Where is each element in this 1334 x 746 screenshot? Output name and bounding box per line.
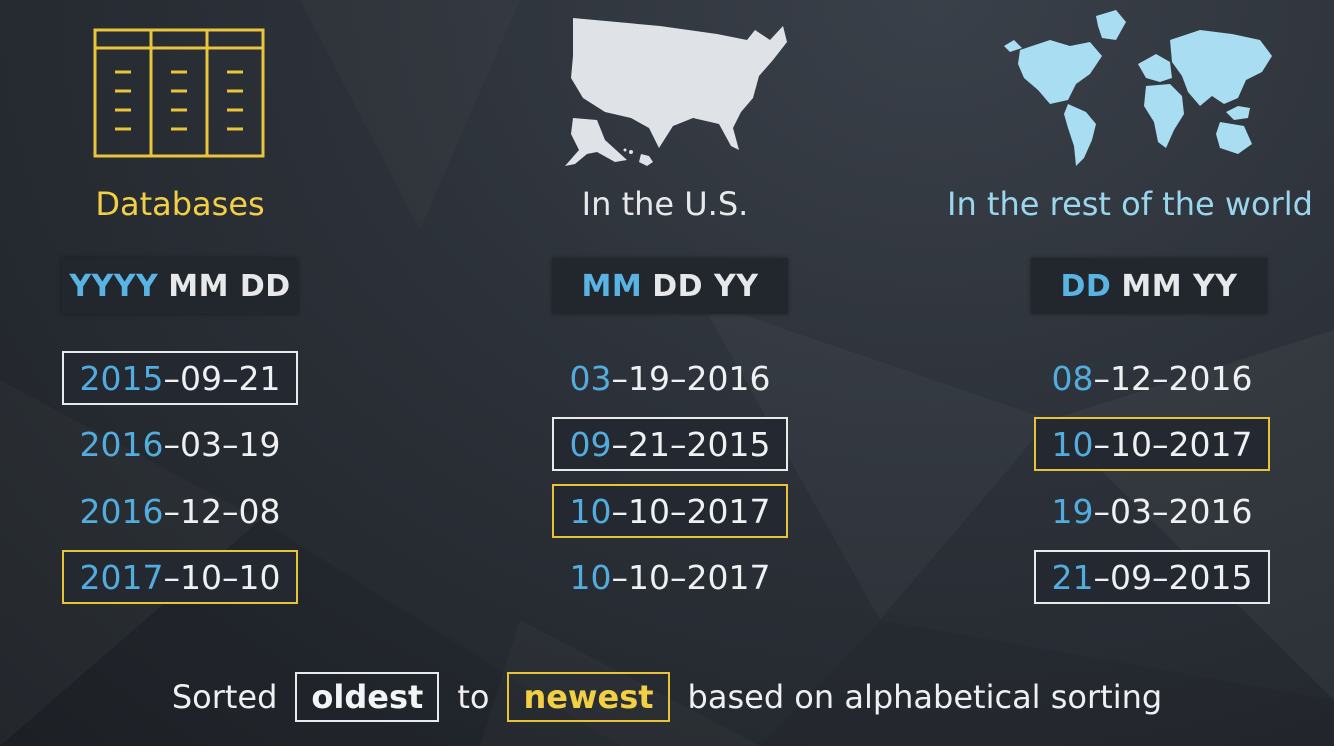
footer-caption: Sorted oldest to newest based on alphabe…	[0, 668, 1334, 726]
date-item: 03 –19–2016	[569, 358, 771, 398]
format-key: YYYY	[69, 268, 159, 304]
date-item: 10 –10–2017	[552, 484, 788, 538]
column-title: Databases	[95, 185, 265, 223]
format-key: DD	[1060, 268, 1112, 304]
newest-label: newest	[507, 672, 670, 722]
database-table-icon	[0, 0, 390, 180]
format-box: DD MM YY	[1031, 258, 1267, 314]
world-map-icon	[920, 0, 1334, 180]
date-item: 10 –10–2017	[1034, 417, 1270, 471]
date-item: 2016 –12–08	[79, 491, 281, 531]
footer-to: to	[457, 678, 490, 716]
format-box: YYYY MM DD	[62, 258, 298, 314]
date-item: 10 –10–2017	[569, 557, 771, 597]
date-item: 19 –03–2016	[1051, 491, 1253, 531]
date-item: 2017 –10–10	[62, 550, 298, 604]
date-item: 21 –09–2015	[1034, 550, 1270, 604]
footer-suffix: based on alphabetical sorting	[687, 678, 1163, 716]
column-title: In the rest of the world	[947, 185, 1313, 223]
date-item: 2016 –03–19	[79, 424, 281, 464]
date-item: 08 –12–2016	[1051, 358, 1253, 398]
format-rest: MM DD	[168, 268, 291, 304]
format-rest: DD YY	[652, 268, 759, 304]
column-title: In the U.S.	[581, 185, 749, 223]
date-item: 2015 –09–21	[62, 351, 298, 405]
footer-sorted: Sorted	[171, 678, 278, 716]
usa-map-icon	[455, 0, 875, 180]
format-key: MM	[581, 268, 643, 304]
date-item: 09 –21–2015	[552, 417, 788, 471]
format-box: MM DD YY	[552, 258, 788, 314]
format-rest: MM YY	[1121, 268, 1238, 304]
oldest-label: oldest	[295, 672, 440, 722]
